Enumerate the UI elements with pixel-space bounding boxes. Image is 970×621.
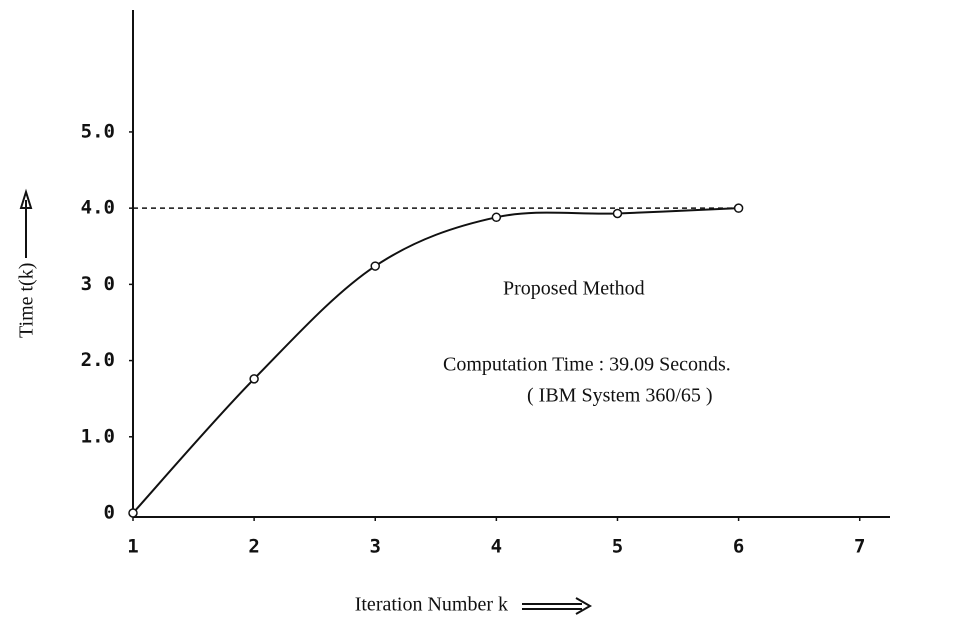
y-tick-label: 2.0 <box>81 349 115 371</box>
y-arrow <box>19 188 33 258</box>
line <box>132 207 739 514</box>
point <box>370 261 380 271</box>
x-tick-label: 4 <box>491 536 502 558</box>
annotation: ( IBM System 360/65 ) <box>527 385 713 407</box>
y-tick-label: 5.0 <box>81 120 115 142</box>
y-tick-label: 0 <box>104 502 115 524</box>
x-tick-label: 5 <box>612 536 623 558</box>
y-axis-label: Time t(k) <box>16 263 38 338</box>
x-tick-label: 2 <box>248 536 259 558</box>
point <box>249 374 259 384</box>
annotation: Computation Time : 39.09 Seconds. <box>443 354 731 376</box>
y-tick-label: 3 0 <box>81 273 115 295</box>
point <box>612 208 623 219</box>
x-axis-label: Iteration Number k <box>355 594 508 616</box>
x-arrow <box>522 597 593 615</box>
y-tick-label: 4.0 <box>81 197 115 219</box>
x-tick-label: 1 <box>127 536 138 558</box>
point <box>491 212 502 223</box>
point <box>733 203 744 213</box>
annotation: Proposed Method <box>503 278 645 300</box>
x-tick-label: 3 <box>370 536 381 558</box>
x-tick-label: 7 <box>854 536 865 558</box>
y-tick-label: 1.0 <box>81 425 115 447</box>
point <box>128 508 138 518</box>
x-tick-label: 6 <box>733 536 744 558</box>
